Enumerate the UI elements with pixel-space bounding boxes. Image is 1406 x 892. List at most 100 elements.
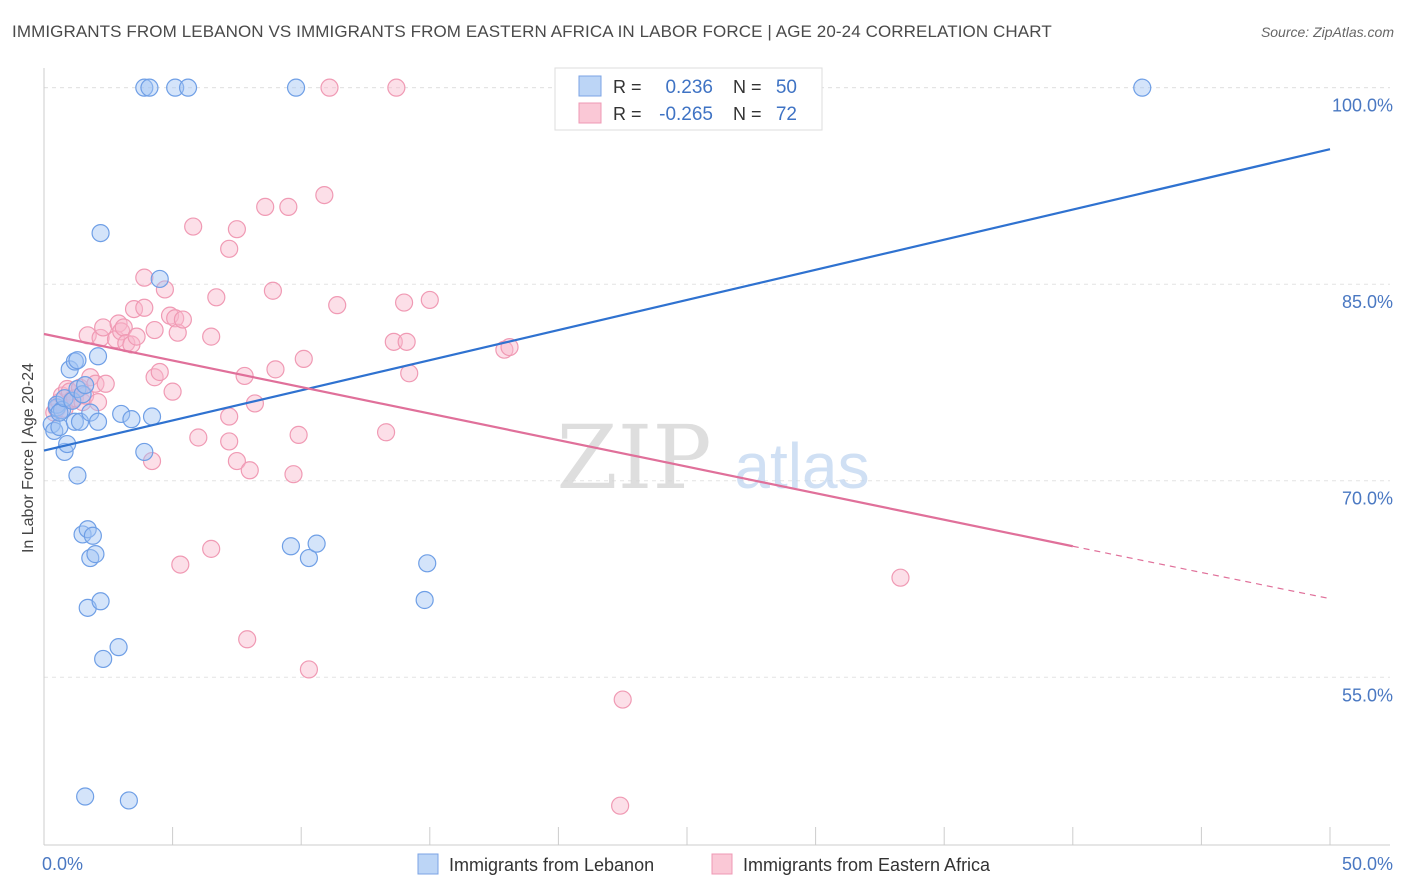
eastern-africa-point <box>420 290 439 310</box>
eastern-africa-point <box>387 78 406 97</box>
eastern-africa-point <box>284 465 303 484</box>
eastern-africa-point <box>155 280 174 299</box>
eastern-africa-point <box>220 239 239 258</box>
eastern-africa-point <box>320 78 339 97</box>
eastern-africa-point <box>238 630 257 649</box>
eastern-africa-point <box>256 197 275 216</box>
chart-title: IMMIGRANTS FROM LEBANON VS IMMIGRANTS FR… <box>12 22 1052 41</box>
eastern-africa-point <box>202 539 221 558</box>
eastern-africa-point <box>376 423 396 442</box>
lebanon-point <box>91 592 110 611</box>
legend-r-value-eastern-africa: -0.265 <box>659 104 713 125</box>
lebanon-point <box>166 78 185 97</box>
x-tick-label: 0.0% <box>42 854 83 874</box>
lebanon-point <box>86 545 105 564</box>
lebanon-point <box>112 404 131 424</box>
lebanon-point <box>286 78 306 97</box>
eastern-africa-point <box>227 220 246 239</box>
eastern-africa-point <box>166 309 185 328</box>
legend-n-value-lebanon: 50 <box>776 77 797 98</box>
eastern-africa-point <box>328 296 347 315</box>
eastern-africa-point <box>202 327 221 346</box>
eastern-africa-point <box>127 327 146 346</box>
eastern-africa-trend-line <box>43 332 1074 548</box>
lebanon-point <box>135 78 154 97</box>
eastern-africa-point <box>163 382 182 401</box>
eastern-africa-point <box>289 425 308 444</box>
legend-n-value-eastern-africa: 72 <box>776 104 797 125</box>
eastern-africa-point <box>142 451 162 471</box>
lebanon-point <box>1133 78 1152 97</box>
eastern-africa-point <box>220 432 239 451</box>
eastern-africa-point <box>189 428 208 447</box>
source-credit: Source: ZipAtlas.com <box>1260 24 1394 40</box>
eastern-africa-point <box>397 332 416 351</box>
lebanon-point <box>150 269 169 289</box>
legend-n-label-eastern-africa: N = <box>733 104 762 124</box>
lebanon-point <box>299 548 319 568</box>
lebanon-point <box>81 403 100 422</box>
axes <box>43 68 1390 846</box>
lebanon-point <box>65 412 84 431</box>
bottom-legend: Immigrants from Lebanon Immigrants from … <box>417 853 991 875</box>
eastern-africa-point <box>220 407 239 426</box>
legend-swatch-lebanon <box>578 75 602 97</box>
lebanon-point <box>281 537 301 556</box>
lebanon-point <box>68 466 87 485</box>
lebanon-trend-line <box>43 148 1331 452</box>
lebanon-point <box>68 351 87 370</box>
y-axis-label: In Labor Force | Age 20-24 <box>20 363 37 553</box>
lebanon-point <box>307 534 326 553</box>
lebanon-point <box>178 78 198 97</box>
eastern-africa-point <box>96 374 115 393</box>
bottom-legend-swatch-eastern-africa <box>711 853 733 875</box>
legend-r-value-lebanon: 0.236 <box>665 77 713 98</box>
bottom-legend-swatch-lebanon <box>417 853 439 875</box>
eastern-africa-point <box>227 451 246 471</box>
eastern-africa-point <box>315 185 334 205</box>
eastern-africa-point <box>114 318 133 337</box>
eastern-africa-point <box>611 796 630 815</box>
legend-swatch-eastern-africa <box>578 102 602 124</box>
eastern-africa-point <box>394 293 414 312</box>
y-tick-label: 100.0% <box>1332 96 1393 116</box>
trend-lines <box>43 148 1331 600</box>
lebanon-point <box>135 442 154 462</box>
eastern-africa-point <box>384 332 403 351</box>
lebanon-point <box>142 407 162 426</box>
lebanon-point <box>76 787 95 806</box>
eastern-africa-point <box>184 217 203 236</box>
eastern-africa-point <box>150 362 169 382</box>
eastern-africa-point <box>173 310 192 329</box>
eastern-africa-point <box>207 288 226 307</box>
lebanon-point <box>415 590 434 610</box>
x-tick-label: 50.0% <box>1342 854 1393 874</box>
eastern-africa-point <box>171 555 190 574</box>
legend-r-label-eastern-africa: R = <box>613 104 642 124</box>
lebanon-points <box>42 78 1152 810</box>
eastern-africa-point <box>495 340 514 359</box>
lebanon-point <box>91 223 110 243</box>
lebanon-point <box>83 526 102 545</box>
eastern-africa-point <box>294 349 313 368</box>
eastern-africa-point <box>135 268 154 287</box>
eastern-africa-point <box>240 461 259 480</box>
eastern-africa-point <box>891 568 910 587</box>
bottom-legend-label-eastern-africa: Immigrants from Eastern Africa <box>743 855 991 875</box>
lebanon-point <box>418 554 437 573</box>
eastern-africa-point <box>263 281 283 300</box>
y-tick-label: 70.0% <box>1342 489 1393 509</box>
eastern-africa-point <box>135 298 154 317</box>
legend-n-label-lebanon: N = <box>733 77 762 97</box>
lebanon-point <box>122 410 141 429</box>
axis-ticks: 0.0% 50.0% 55.0% 70.0% 85.0% 100.0% <box>42 96 1393 874</box>
lebanon-point <box>76 375 95 395</box>
eastern-africa-point <box>613 690 632 709</box>
lebanon-point <box>88 347 108 366</box>
lebanon-point <box>50 403 69 422</box>
lebanon-point <box>63 391 82 410</box>
bottom-legend-label-lebanon: Immigrants from Lebanon <box>449 855 654 875</box>
watermark-zip: ZIP <box>556 406 711 509</box>
lebanon-point <box>94 649 113 669</box>
eastern-africa-trend-extension <box>1072 545 1331 600</box>
